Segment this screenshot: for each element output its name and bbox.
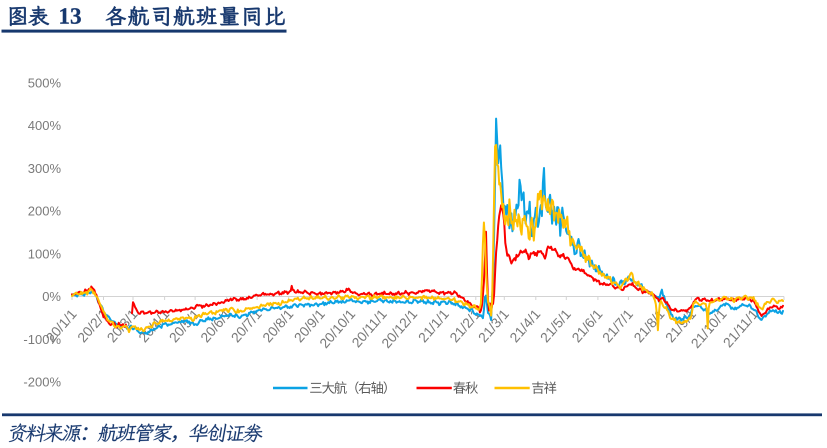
svg-text:0%: 0% <box>42 289 61 304</box>
svg-text:-200%: -200% <box>23 375 61 390</box>
svg-text:200%: 200% <box>28 204 62 219</box>
svg-text:-100%: -100% <box>23 332 61 347</box>
svg-text:300%: 300% <box>28 161 62 176</box>
svg-text:100%: 100% <box>28 246 62 261</box>
svg-text:400%: 400% <box>28 118 62 133</box>
svg-text:500%: 500% <box>28 76 62 91</box>
